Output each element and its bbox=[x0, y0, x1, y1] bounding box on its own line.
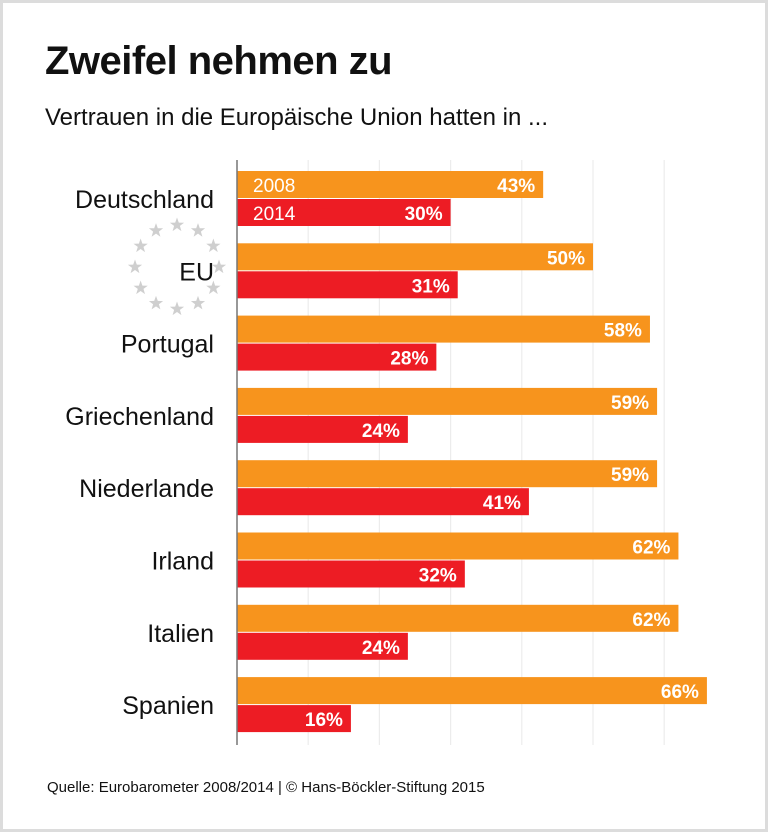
eu-star-icon bbox=[190, 295, 206, 310]
eu-star-icon bbox=[127, 259, 143, 274]
bar-2008 bbox=[237, 315, 650, 343]
data-label: 16% bbox=[305, 710, 343, 731]
category-label: EU bbox=[179, 258, 214, 286]
data-label: 62% bbox=[632, 610, 670, 631]
data-label: 41% bbox=[483, 493, 521, 514]
category-label: Niederlande bbox=[79, 475, 214, 503]
data-label: 28% bbox=[390, 349, 428, 370]
category-label: Irland bbox=[151, 548, 214, 576]
data-label: 59% bbox=[611, 393, 649, 414]
bar-2014 bbox=[237, 705, 351, 733]
bar-2008 bbox=[237, 677, 707, 705]
eu-star-icon bbox=[206, 238, 221, 253]
data-label: 31% bbox=[412, 276, 450, 297]
data-label: 58% bbox=[604, 321, 642, 342]
source-note: Quelle: Eurobarometer 2008/2014 | © Hans… bbox=[47, 779, 485, 796]
chart-subtitle: Vertrauen in die Europäische Union hatte… bbox=[45, 104, 548, 131]
data-label: 43% bbox=[497, 176, 535, 197]
chart-title: Zweifel nehmen zu bbox=[45, 39, 393, 83]
bar-2014 bbox=[237, 271, 458, 299]
eu-star-icon bbox=[169, 301, 185, 316]
data-label: 24% bbox=[362, 638, 400, 659]
data-label: 24% bbox=[362, 421, 400, 442]
eu-star-icon bbox=[133, 238, 148, 253]
bar-chart: 43% 2008 30% 2014 Deutschland 50% 31% EU 58% 28% P… bbox=[65, 160, 707, 745]
eu-star-icon bbox=[206, 280, 221, 295]
legend-label-2014: 2014 bbox=[253, 204, 296, 225]
category-label: Griechenland bbox=[65, 403, 214, 431]
category-label: Portugal bbox=[121, 331, 214, 359]
eu-star-icon bbox=[190, 223, 206, 237]
bar-2008 bbox=[237, 460, 658, 488]
eu-star-icon bbox=[211, 259, 227, 274]
data-label: 50% bbox=[547, 248, 585, 269]
bar-2014 bbox=[237, 415, 408, 443]
data-label: 32% bbox=[419, 566, 457, 587]
bar-2008 bbox=[237, 243, 593, 271]
legend-label-2008: 2008 bbox=[253, 176, 295, 197]
eu-star-icon bbox=[148, 295, 164, 310]
bar-2014 bbox=[237, 632, 408, 660]
data-label: 30% bbox=[405, 204, 443, 225]
eu-star-icon bbox=[148, 223, 164, 237]
bar-2014 bbox=[237, 343, 437, 371]
category-label: Deutschland bbox=[75, 186, 214, 214]
data-label: 62% bbox=[632, 538, 670, 559]
bar-2014 bbox=[237, 199, 451, 226]
bar-2008 bbox=[237, 532, 679, 560]
eu-star-icon bbox=[133, 280, 148, 295]
bar-2008 bbox=[237, 604, 679, 632]
data-label: 66% bbox=[661, 682, 699, 703]
bar-2008 bbox=[237, 387, 658, 415]
bar-2014 bbox=[237, 560, 465, 588]
bar-2014 bbox=[237, 488, 529, 516]
bar-2008 bbox=[237, 171, 544, 198]
data-label: 59% bbox=[611, 465, 649, 486]
category-label: Spanien bbox=[122, 692, 214, 720]
eu-star-icon bbox=[169, 217, 185, 232]
category-label: Italien bbox=[147, 620, 214, 648]
